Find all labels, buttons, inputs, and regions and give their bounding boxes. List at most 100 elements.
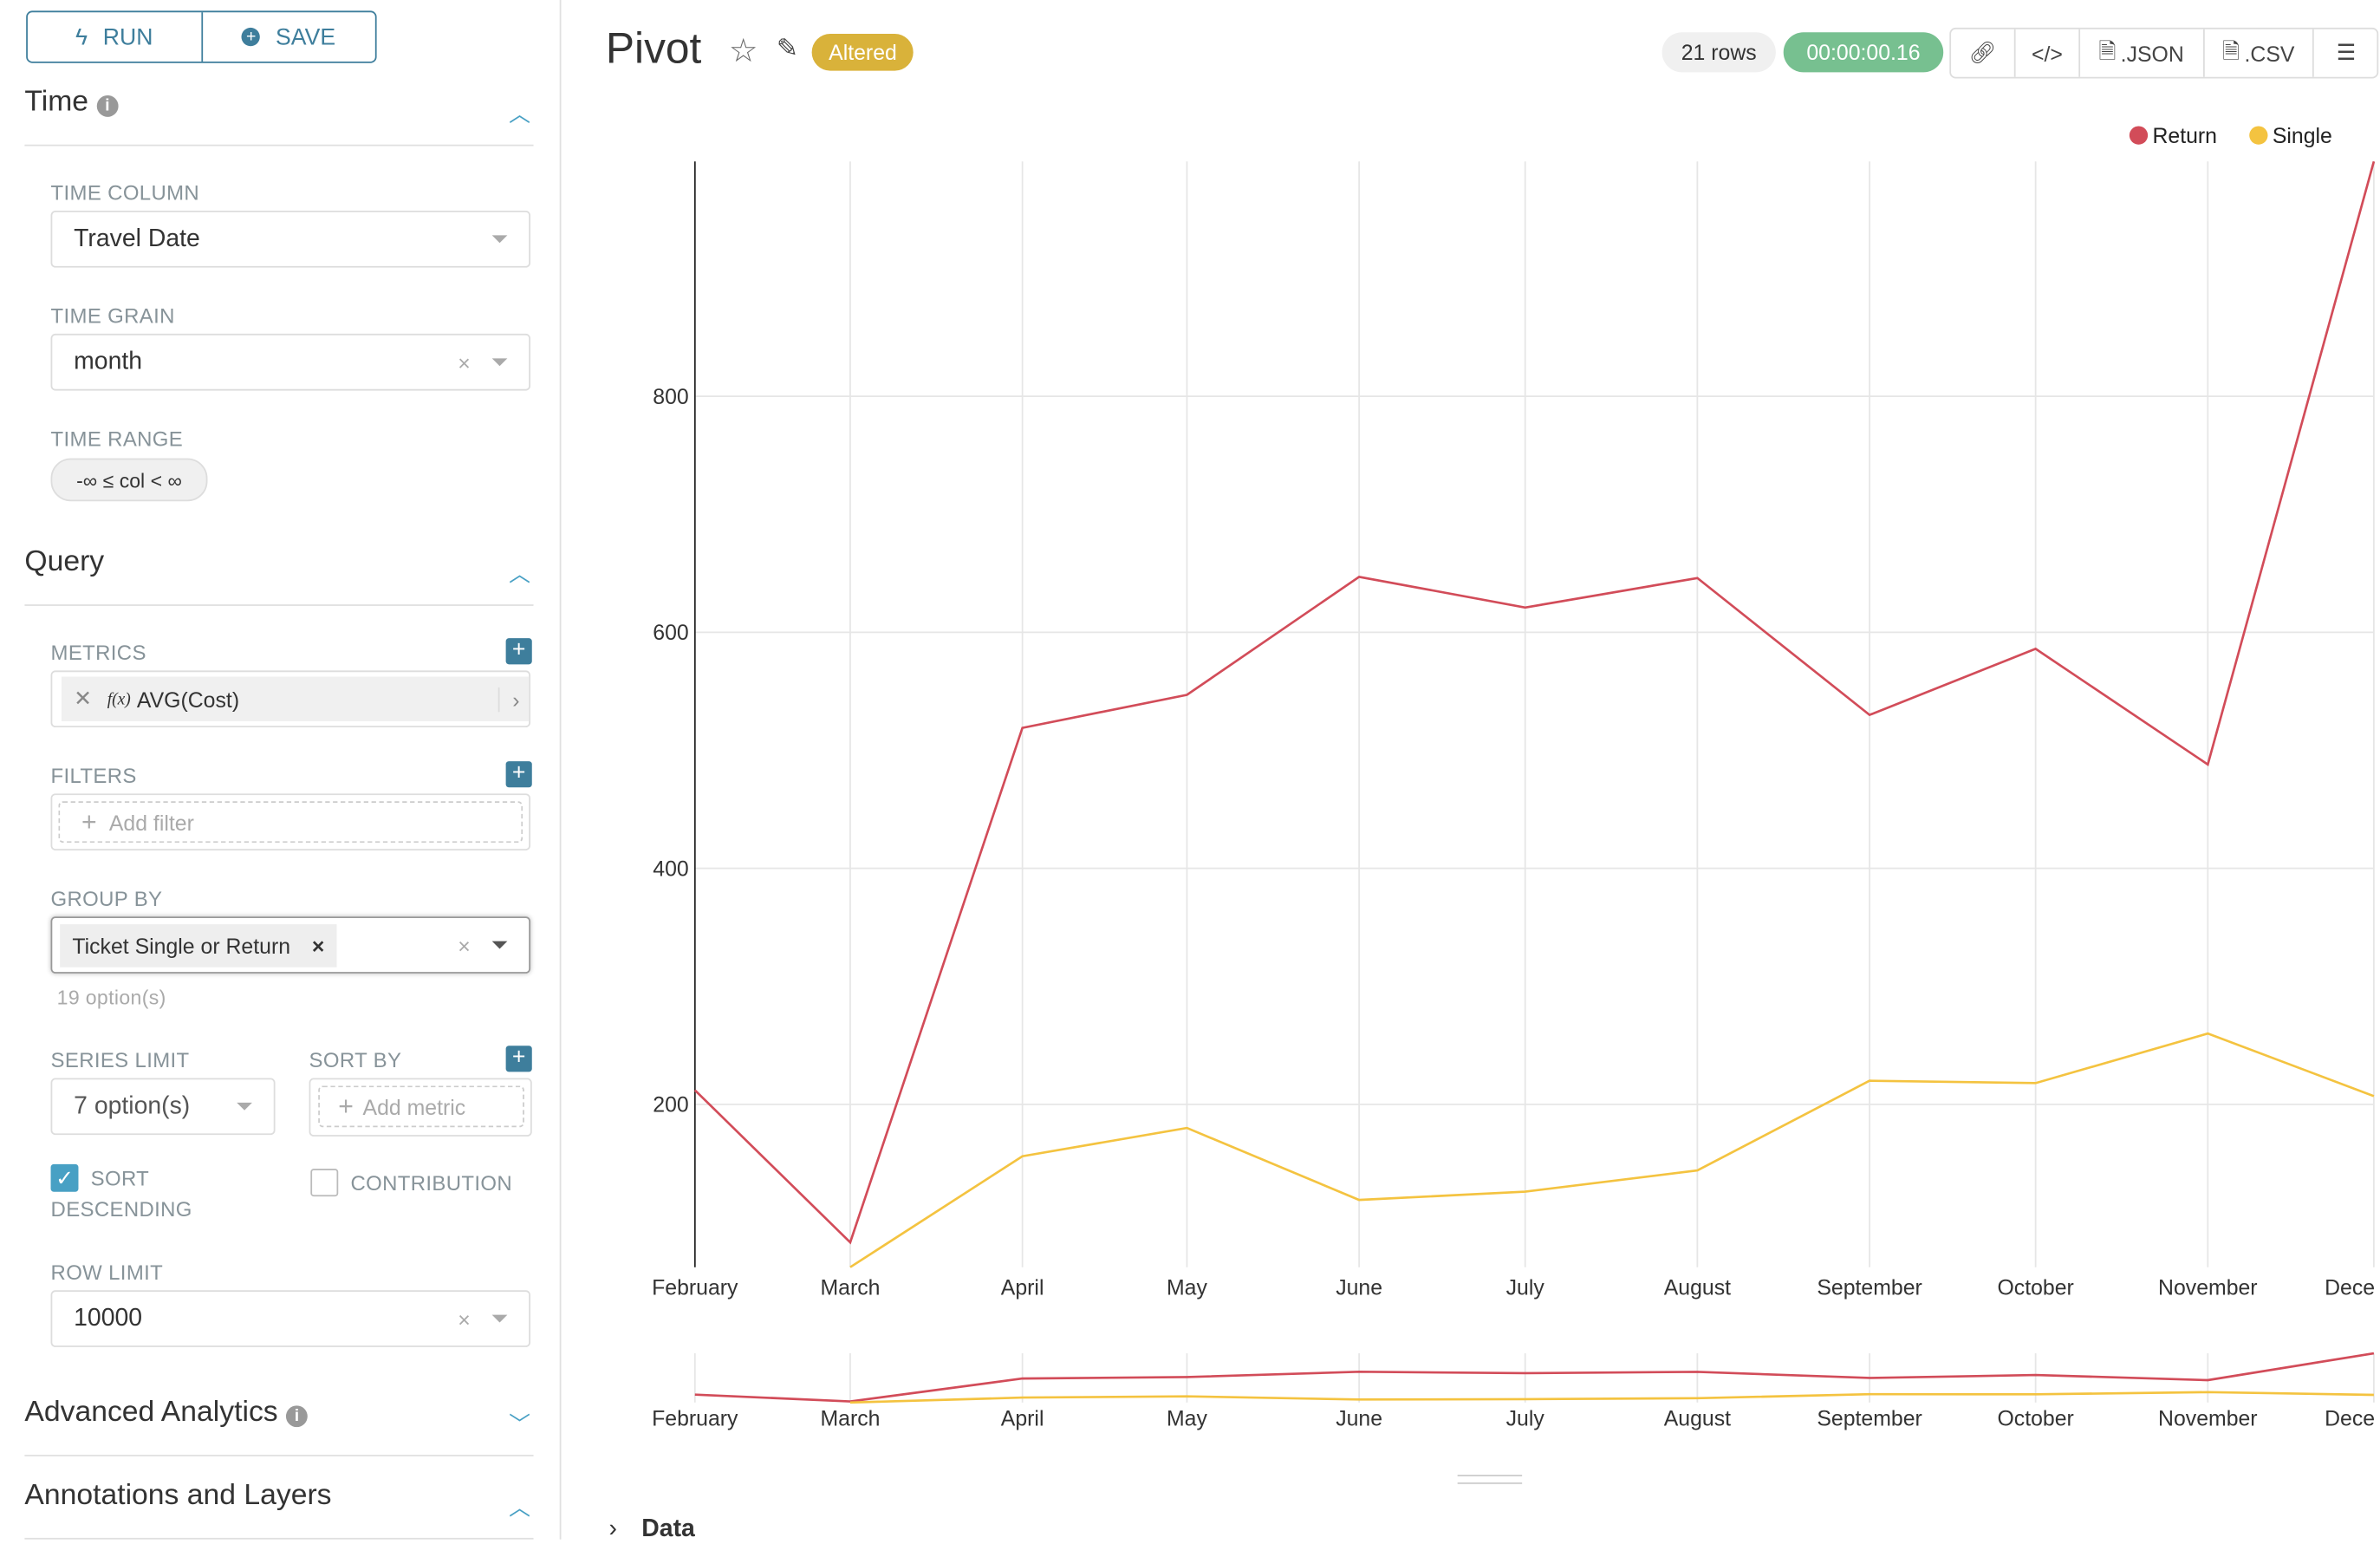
y-tick-label: 800	[653, 386, 688, 409]
time-grain-select[interactable]: month ×	[50, 333, 530, 391]
section-annotations[interactable]: Annotations and Layers ︿	[24, 1479, 534, 1540]
row-limit-select[interactable]: 10000 ×	[50, 1290, 530, 1347]
brush-x-tick-label: May	[1167, 1407, 1207, 1430]
legend-marker	[2129, 126, 2149, 145]
x-tick-label: Dece	[2325, 1277, 2375, 1300]
section-advanced-analytics[interactable]: Advanced Analytics i ﹀	[24, 1397, 534, 1456]
chevron-up-icon[interactable]: ︿	[509, 561, 530, 586]
sort-descending-label-2: DESCENDING	[50, 1197, 192, 1222]
file-text-icon: 🗎	[2222, 37, 2240, 62]
menu-button[interactable]: ☰	[2312, 29, 2378, 77]
brush-x-tick-label: October	[1997, 1407, 2073, 1430]
x-tick-label: February	[652, 1277, 738, 1300]
time-range-pill[interactable]: -∞ ≤ col < ∞	[50, 458, 208, 502]
series-limit-select[interactable]: 7 option(s)	[50, 1078, 276, 1136]
chevron-down-icon[interactable]: ﹀	[509, 1411, 530, 1437]
save-button[interactable]: + SAVE	[200, 12, 374, 62]
series-line-return	[693, 160, 2376, 1245]
y-tick-label: 200	[653, 1094, 688, 1117]
x-tick-label: March	[820, 1277, 880, 1300]
file-code-icon: 🗎	[2098, 37, 2117, 62]
add-filter-icon[interactable]: +	[505, 760, 532, 788]
embed-button[interactable]: </>	[2013, 29, 2079, 77]
x-tick-label: May	[1167, 1277, 1207, 1300]
chevron-up-icon[interactable]: ︿	[509, 101, 530, 127]
row-limit-label: ROW LIMIT	[50, 1261, 164, 1285]
series-line-single	[849, 1032, 2375, 1268]
data-panel-toggle[interactable]: › Data	[608, 1516, 695, 1543]
control-panel: ϟ RUN + SAVE Time i ︿ TIME COLUMN Travel Da…	[0, 0, 562, 1540]
brush-x-tick-label: April	[1001, 1407, 1044, 1430]
brush-line-return	[694, 1352, 2375, 1403]
section-query[interactable]: Query ︿	[24, 546, 534, 606]
add-metric-icon[interactable]: +	[505, 637, 532, 665]
x-tick-label: June	[1336, 1277, 1382, 1300]
legend-marker	[2249, 126, 2268, 145]
brush-x-tick-label: February	[652, 1407, 738, 1430]
sort-descending-label: SORT	[90, 1167, 150, 1190]
legend-label: Return	[2152, 125, 2217, 148]
remove-icon[interactable]: ✕	[74, 686, 92, 711]
clear-icon[interactable]: ×	[458, 932, 471, 958]
page-title: Pivot	[605, 24, 702, 73]
chevron-right-icon[interactable]: ›	[498, 687, 520, 712]
x-tick-label: September	[1817, 1277, 1922, 1300]
export-json-button[interactable]: 🗎 .JSON	[2078, 29, 2202, 77]
brush-x-tick-label: September	[1817, 1407, 1922, 1430]
row-count-badge: 21 rows	[1661, 32, 1776, 73]
brush-x-tick-label: November	[2158, 1407, 2258, 1430]
duration-badge: 00:00:00.16	[1783, 32, 1944, 73]
filters-label: FILTERS	[50, 764, 137, 788]
time-range-label: TIME RANGE	[50, 427, 184, 451]
info-icon: i	[286, 1405, 308, 1428]
caret-down-icon	[237, 1102, 252, 1111]
add-sort-icon[interactable]: +	[505, 1045, 532, 1072]
contribution-checkbox[interactable]	[310, 1169, 339, 1197]
brush-x-tick-label: June	[1336, 1407, 1382, 1430]
brush-x-tick-label: Dece	[2325, 1407, 2375, 1430]
star-icon[interactable]: ☆	[728, 34, 758, 69]
metric-tag[interactable]: ✕ f(x) AVG(Cost) ›	[61, 676, 530, 721]
time-grain-label: TIME GRAIN	[50, 304, 175, 328]
group-by-hint: 19 option(s)	[56, 986, 166, 1009]
chevron-up-icon[interactable]: ︿	[509, 1495, 530, 1520]
link-button[interactable]: 🔗︎	[1951, 29, 2014, 77]
run-button[interactable]: ϟ RUN	[75, 23, 153, 50]
resize-handle[interactable]	[1457, 1475, 1523, 1484]
remove-icon[interactable]: ×	[311, 932, 325, 958]
metrics-select[interactable]: ✕ f(x) AVG(Cost) ›	[50, 670, 530, 728]
sort-descending-checkbox[interactable]: ✓	[50, 1163, 79, 1192]
series-limit-label: SERIES LIMIT	[50, 1048, 190, 1072]
export-toolbar: 🔗︎ </> 🗎 .JSON 🗎 .CSV ☰	[1949, 27, 2380, 79]
info-icon: i	[96, 94, 119, 117]
time-column-label: TIME COLUMN	[50, 181, 200, 205]
caret-down-icon	[491, 358, 508, 367]
legend-label: Single	[2273, 125, 2332, 148]
edit-icon[interactable]: ✎	[776, 34, 799, 63]
x-tick-label: July	[1506, 1277, 1545, 1300]
clear-icon[interactable]: ×	[458, 349, 471, 375]
section-time[interactable]: Time i ︿	[24, 86, 534, 147]
hamburger-icon: ☰	[2336, 40, 2357, 65]
brush-x-tick-label: August	[1664, 1407, 1731, 1430]
link-icon: 🔗︎	[1968, 40, 1997, 65]
brush-x-tick-label: March	[820, 1407, 880, 1430]
y-tick-label: 600	[653, 622, 688, 645]
add-sort-metric-button[interactable]: + Add metric	[318, 1085, 524, 1128]
caret-down-icon	[491, 941, 508, 949]
contribution-label: CONTRIBUTION	[350, 1171, 512, 1195]
clear-icon[interactable]: ×	[458, 1306, 471, 1332]
caret-down-icon	[491, 235, 508, 244]
time-column-select[interactable]: Travel Date	[50, 211, 530, 268]
brush-line-single	[849, 1391, 2374, 1404]
x-tick-label: November	[2158, 1277, 2258, 1300]
caret-down-icon	[491, 1314, 508, 1323]
plus-circle-icon: +	[242, 27, 261, 47]
chevron-right-icon: ›	[608, 1516, 617, 1543]
group-by-select[interactable]: Ticket Single or Return × ×	[50, 916, 530, 974]
group-by-tag[interactable]: Ticket Single or Return ×	[60, 923, 337, 967]
export-csv-button[interactable]: 🗎 .CSV	[2202, 29, 2313, 77]
x-tick-label: April	[1001, 1277, 1044, 1300]
add-filter-button[interactable]: + Add filter	[58, 801, 523, 844]
